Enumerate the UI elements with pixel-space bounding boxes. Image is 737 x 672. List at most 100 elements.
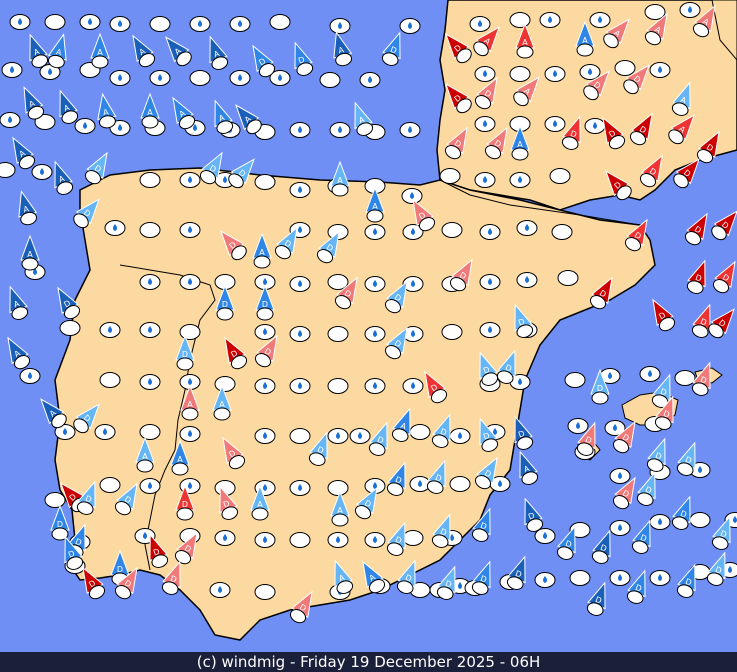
raindrop-icon (118, 124, 122, 131)
tendency-letter: A (138, 46, 148, 57)
calm-rain-symbol (0, 112, 21, 128)
raindrop-icon (553, 70, 557, 77)
raindrop-icon (576, 422, 580, 429)
wind-pennant-icon: D (556, 525, 576, 560)
calm-symbol (689, 512, 711, 528)
raindrop-icon (103, 428, 107, 435)
raindrop-icon (458, 432, 462, 439)
raindrop-icon (408, 22, 412, 29)
raindrop-icon (418, 480, 422, 487)
raindrop-icon (525, 276, 529, 283)
calm-rain-symbol (349, 428, 371, 444)
wind-pennant-icon: D (219, 485, 239, 520)
wind-pennant-icon: A (671, 81, 691, 116)
wind-pennant-icon: D (651, 373, 671, 408)
wind-pennant-icon: D (589, 276, 613, 310)
calm-rain-symbol (179, 222, 201, 238)
wind-pennant-icon: D (445, 33, 472, 64)
calm-symbol (269, 14, 291, 30)
wind-pennant-icon: A (9, 285, 29, 320)
raindrop-icon (688, 6, 692, 13)
calm-rain-symbol (516, 272, 538, 288)
tendency-letter: D (57, 520, 63, 529)
raindrop-icon (218, 586, 222, 593)
tendency-letter: A (337, 573, 346, 584)
calm-rain-symbol (139, 374, 161, 390)
tendency-letter: A (653, 25, 663, 36)
raindrop-icon (368, 76, 372, 83)
tendency-letter: A (357, 115, 366, 126)
raindrop-icon (588, 68, 592, 75)
tendency-letter: D (662, 409, 671, 420)
calm-rain-symbol (289, 378, 311, 394)
raindrop-icon (525, 224, 529, 231)
wind-pennant-icon: D (474, 456, 498, 490)
calm-rain-symbol (329, 18, 351, 34)
tendency-letter: D (343, 288, 353, 299)
raindrop-icon (148, 482, 152, 489)
calm-rain-symbol (474, 66, 496, 82)
calm-rain-symbol (229, 70, 251, 86)
wind-pennant-icon: D (289, 590, 313, 624)
raindrop-icon (410, 192, 414, 199)
wind-pennant-icon: A (333, 31, 353, 67)
raindrop-icon (658, 66, 662, 73)
raindrop-icon (518, 176, 522, 183)
wind-pennant-icon: D (308, 431, 328, 466)
calm-rain-symbol (589, 12, 611, 28)
tendency-letter: D (719, 529, 728, 540)
tendency-letter: D (325, 242, 335, 253)
tendency-letter: A (257, 500, 263, 509)
tendency-letter: D (694, 273, 703, 284)
raindrop-icon (698, 466, 702, 473)
tendency-letter: D (638, 124, 648, 135)
calm-symbol (557, 270, 579, 286)
wind-pennant-icon: A (135, 436, 155, 473)
tendency-letter: D (705, 142, 715, 153)
calm-rain-symbol (609, 468, 631, 484)
wind-pennant-icon: A (354, 101, 374, 136)
tendency-letter: D (479, 521, 488, 532)
calm-symbol (254, 174, 276, 190)
wind-pennant-icon: D (524, 497, 544, 532)
calm-symbol (289, 428, 311, 444)
tendency-letter: D (721, 272, 731, 283)
wind-pennant-icon: D (612, 476, 636, 510)
tendency-letter: D (434, 473, 443, 484)
tendency-letter: A (55, 47, 63, 57)
tendency-letter: A (337, 176, 343, 185)
wind-pennant-icon: A (18, 190, 38, 226)
wind-pennant-icon: A (250, 484, 270, 521)
calm-rain-symbol (364, 276, 386, 292)
calm-rain-symbol (269, 70, 291, 86)
raindrop-icon (143, 532, 147, 539)
wind-pennant-icon: D (708, 308, 735, 339)
calm-rain-symbol (254, 324, 276, 340)
tendency-letter: A (147, 108, 153, 117)
wind-pennant-icon: D (114, 482, 138, 516)
calm-rain-symbol (364, 326, 386, 342)
raindrop-icon (298, 484, 302, 491)
tendency-letter: D (283, 238, 293, 249)
tendency-letter: D (597, 384, 603, 393)
raindrop-icon (263, 278, 267, 285)
tendency-letter: A (522, 38, 528, 47)
raindrop-icon (188, 430, 192, 437)
wind-pennant-icon: D (652, 298, 676, 332)
wind-pennant-icon: A (644, 12, 668, 46)
tendency-letter: D (514, 569, 523, 580)
calm-symbol (327, 480, 349, 496)
wind-pennant-icon: A (97, 92, 117, 129)
calm-rain-symbol (289, 276, 311, 292)
raindrop-icon (223, 534, 227, 541)
tendency-letter: D (404, 573, 413, 584)
tendency-letter: A (522, 464, 531, 475)
calm-rain-symbol (449, 428, 471, 444)
tendency-letter: D (227, 448, 237, 459)
tendency-letter: D (679, 509, 688, 520)
wind-pennant-icon: D (706, 551, 726, 586)
wind-pennant-icon: A (362, 560, 386, 594)
wind-pennant-icon: A (20, 234, 40, 271)
